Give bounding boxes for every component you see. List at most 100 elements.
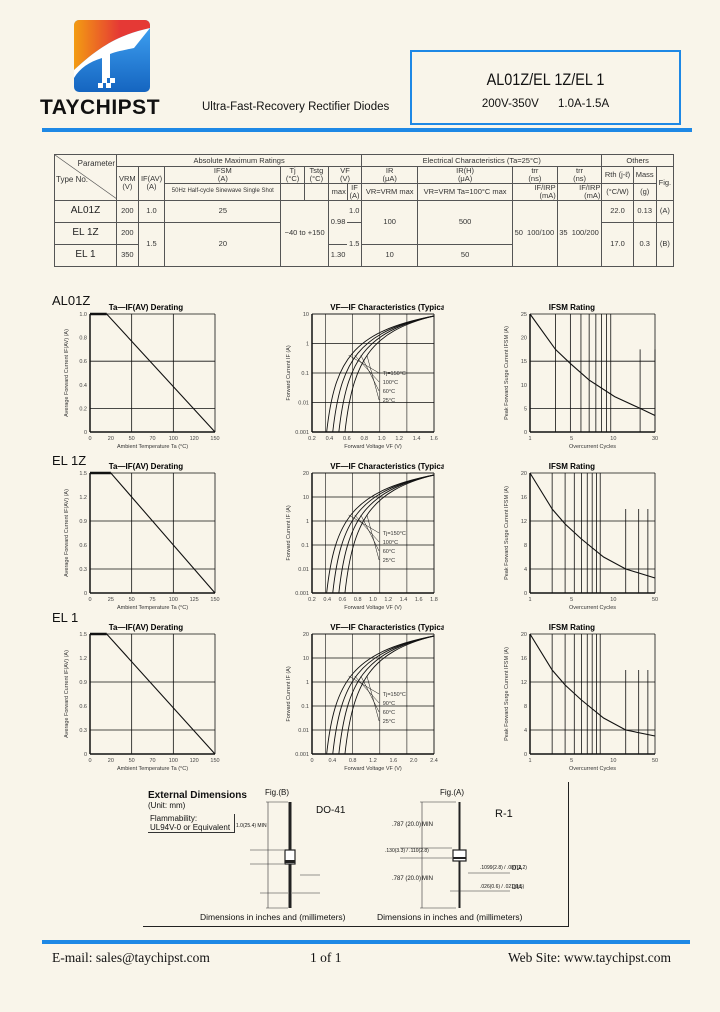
svg-text:0: 0 — [524, 752, 527, 758]
svg-text:20: 20 — [521, 632, 527, 638]
svg-text:VF—IF Characteristics (Typical: VF—IF Characteristics (Typical) — [330, 623, 444, 632]
chart-6: IFSM Rating 0 4 8 12 16 20 1 5 10 50 Overcurrent Cy… — [500, 459, 665, 615]
svg-text:10: 10 — [610, 597, 616, 603]
svg-text:100°C: 100°C — [383, 380, 398, 386]
svg-text:10: 10 — [610, 436, 616, 442]
do41-lead-dim: 1.0(25.4) MIN — [236, 823, 267, 829]
svg-text:50: 50 — [129, 436, 135, 442]
fig-b-label: Fig.(B) — [265, 788, 289, 797]
svg-text:Overcurrent Cycles: Overcurrent Cycles — [569, 444, 616, 450]
footer-email[interactable]: E-mail: sales@taychipst.com — [52, 950, 210, 965]
svg-text:IFSM Rating: IFSM Rating — [549, 623, 595, 632]
svg-text:Tj=150°C: Tj=150°C — [383, 692, 406, 698]
svg-text:100°C: 100°C — [383, 540, 398, 546]
svg-text:Forward Voltage VF (V): Forward Voltage VF (V) — [344, 605, 402, 611]
svg-text:50: 50 — [652, 597, 658, 603]
svg-text:10: 10 — [303, 656, 309, 662]
svg-text:5: 5 — [570, 758, 573, 764]
dims-right-rule — [568, 782, 569, 926]
svg-text:12: 12 — [521, 680, 527, 686]
svg-text:0.3: 0.3 — [79, 567, 87, 573]
svg-text:70: 70 — [149, 758, 155, 764]
svg-text:Overcurrent Cycles: Overcurrent Cycles — [569, 605, 616, 611]
chart-9: IFSM Rating 0 4 8 12 16 20 1 5 10 50 Overcurrent Cy… — [500, 620, 665, 776]
svg-text:25: 25 — [108, 597, 114, 603]
svg-text:5: 5 — [570, 436, 573, 442]
svg-text:1.2: 1.2 — [369, 758, 377, 764]
svg-text:25°C: 25°C — [383, 719, 395, 725]
svg-text:0.4: 0.4 — [323, 597, 331, 603]
pkg-r1-label: R-1 — [495, 808, 513, 820]
svg-text:1.6: 1.6 — [390, 758, 398, 764]
external-dimensions: External Dimensions (Unit: mm) Flammabil… — [148, 790, 247, 833]
svg-text:20: 20 — [303, 632, 309, 638]
svg-text:120: 120 — [190, 436, 199, 442]
svg-text:10: 10 — [303, 312, 309, 318]
table-row: EL 1Z 200 1.5 20 1.5 17.0 0.3 (B) — [54, 221, 675, 267]
svg-text:Peak Forward Surge Current IF: Peak Forward Surge Current IFSM (A) — [504, 486, 510, 580]
svg-text:1.2: 1.2 — [395, 436, 403, 442]
svg-text:Forward Current IF (A): Forward Current IF (A) — [286, 666, 292, 721]
svg-text:0: 0 — [310, 758, 313, 764]
svg-text:0: 0 — [88, 436, 91, 442]
pkg-do41-label: DO-41 — [316, 805, 346, 816]
svg-text:Tj=150°C: Tj=150°C — [383, 531, 406, 537]
svg-text:Ta—IF(AV) Derating: Ta—IF(AV) Derating — [109, 462, 183, 471]
svg-text:1: 1 — [306, 519, 309, 525]
svg-text:20: 20 — [521, 336, 527, 342]
svg-text:0: 0 — [84, 591, 87, 597]
svg-text:2.0: 2.0 — [410, 758, 418, 764]
svg-text:Average Forward Current IF(AV: Average Forward Current IF(AV) (A) — [64, 489, 70, 577]
svg-text:0.6: 0.6 — [79, 704, 87, 710]
footer-website[interactable]: Web Site: www.taychipst.com — [508, 950, 672, 965]
svg-text:0.8: 0.8 — [79, 336, 87, 342]
svg-text:8: 8 — [524, 543, 527, 549]
svg-text:Peak Forward Surge Current IF: Peak Forward Surge Current IFSM (A) — [504, 647, 510, 741]
svg-text:0.8: 0.8 — [349, 758, 357, 764]
svg-text:0.3: 0.3 — [79, 728, 87, 734]
chart-5: VF—IF Characteristics (Typical) 0.001 0.01… — [282, 459, 444, 615]
svg-text:1.2: 1.2 — [384, 597, 392, 603]
svg-text:0: 0 — [84, 430, 87, 436]
svg-text:0: 0 — [524, 430, 527, 436]
svg-text:12: 12 — [521, 519, 527, 525]
svg-text:20: 20 — [521, 471, 527, 477]
svg-text:2.4: 2.4 — [430, 758, 438, 764]
current-range: 1.0A-1.5A — [557, 98, 610, 110]
svg-text:0.4: 0.4 — [326, 436, 334, 442]
svg-text:0.6: 0.6 — [79, 543, 87, 549]
svg-text:0.8: 0.8 — [354, 597, 362, 603]
svg-text:20: 20 — [303, 471, 309, 477]
dims-bottom-rule — [143, 926, 569, 927]
svg-text:60°C: 60°C — [383, 710, 395, 716]
svg-text:Overcurrent Cycles: Overcurrent Cycles — [569, 766, 616, 772]
svg-text:1.4: 1.4 — [400, 597, 408, 603]
svg-text:16: 16 — [521, 495, 527, 501]
svg-text:1.4: 1.4 — [413, 436, 421, 442]
fig-a-label: Fig.(A) — [440, 788, 464, 797]
chart-4: Ta—IF(AV) Derating 0 0.3 0.6 0.9 1.2 1.5 0 25 50 7… — [60, 459, 225, 615]
abs-max-header: Absolute Maximum Ratings — [115, 154, 363, 167]
svg-text:20: 20 — [108, 436, 114, 442]
footer-divider — [42, 940, 690, 944]
svg-text:1.2: 1.2 — [79, 656, 87, 662]
svg-text:0.1: 0.1 — [301, 704, 309, 710]
svg-text:1: 1 — [306, 680, 309, 686]
svg-text:50: 50 — [652, 758, 658, 764]
header-divider — [42, 128, 692, 132]
svg-text:20: 20 — [108, 758, 114, 764]
svg-text:0.6: 0.6 — [79, 359, 87, 365]
svg-text:Forward Voltage VF (V): Forward Voltage VF (V) — [344, 444, 402, 450]
svg-text:0.2: 0.2 — [308, 597, 316, 603]
svg-text:0.01: 0.01 — [298, 401, 309, 407]
table-row: AL01Z 200 1.0 25 −40 to +150 0.98 1.0 10… — [54, 199, 675, 267]
voltage-range: 200V-350V — [481, 98, 539, 110]
svg-text:0.001: 0.001 — [295, 752, 309, 758]
svg-text:90°C: 90°C — [383, 701, 395, 707]
svg-text:150: 150 — [210, 597, 219, 603]
model-label-el1: EL 1 — [52, 610, 79, 625]
svg-text:1.2: 1.2 — [79, 495, 87, 501]
svg-text:0: 0 — [88, 597, 91, 603]
model-label-el1z: EL 1Z — [52, 453, 87, 468]
product-subtitle: Ultra-Fast-Recovery Rectifier Diodes — [202, 101, 390, 113]
